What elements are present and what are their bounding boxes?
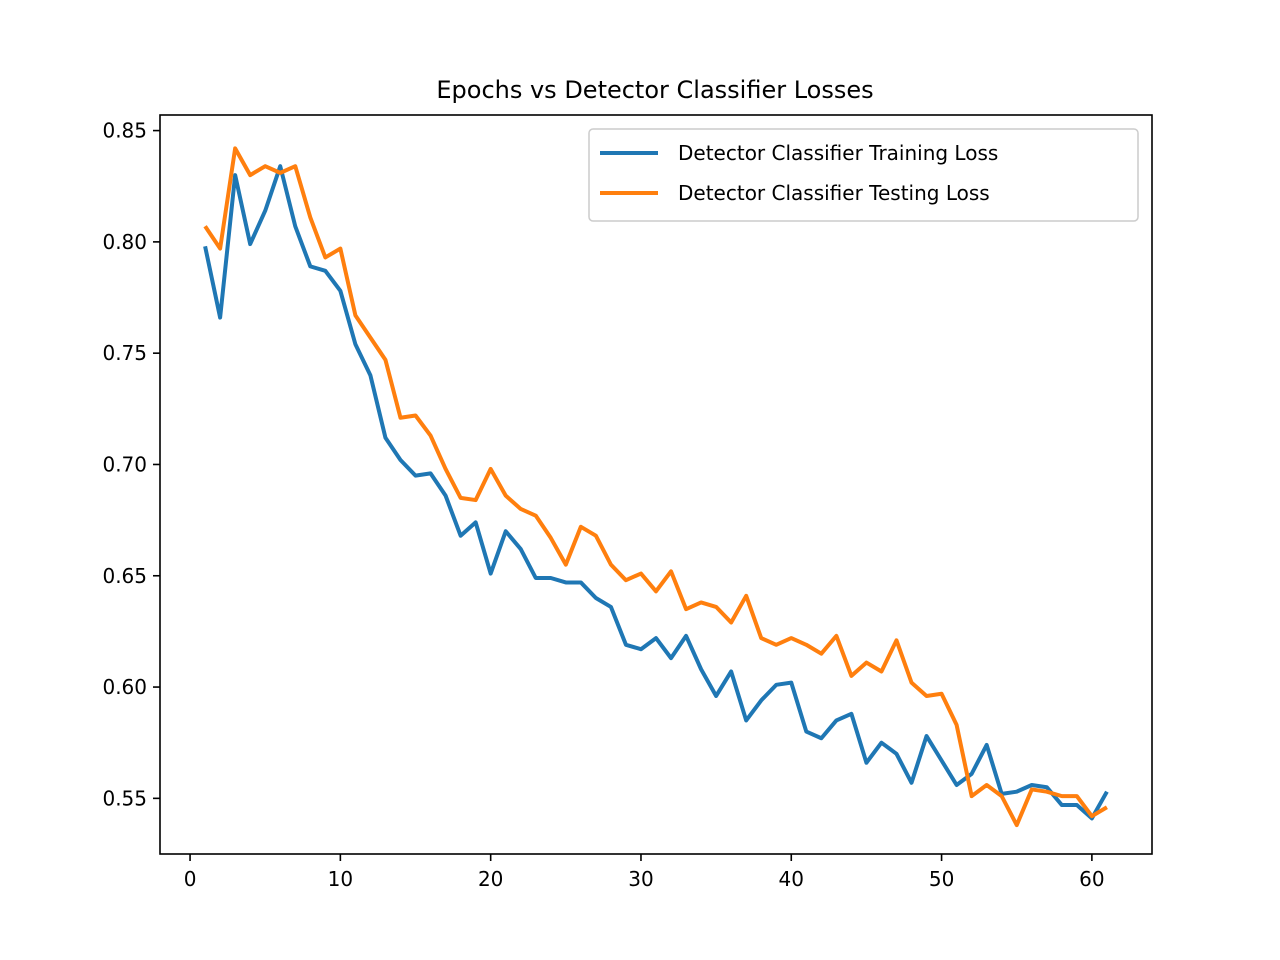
axes-frame bbox=[159, 114, 1153, 855]
y-tick-label: 0.65 bbox=[102, 564, 147, 588]
series-lines bbox=[203, 146, 1109, 828]
y-tick-label: 0.55 bbox=[102, 786, 147, 810]
legend-label: Detector Classifier Testing Loss bbox=[678, 181, 990, 205]
x-tick-label: 30 bbox=[628, 867, 653, 891]
x-tick-label: 40 bbox=[779, 867, 804, 891]
series-line-testing-loss bbox=[203, 146, 1108, 828]
legend-box bbox=[588, 128, 1139, 222]
x-tick-label: 10 bbox=[328, 867, 353, 891]
y-tick-label: 0.60 bbox=[102, 675, 147, 699]
y-tick-label: 0.80 bbox=[102, 230, 147, 254]
legend: Detector Classifier Training Loss Detecto… bbox=[588, 128, 1139, 222]
x-tick-label: 50 bbox=[929, 867, 954, 891]
y-tick-label: 0.70 bbox=[102, 452, 147, 476]
x-axis: 0 10 20 30 40 50 60 bbox=[184, 854, 1105, 891]
x-tick-label: 20 bbox=[478, 867, 503, 891]
y-tick-label: 0.85 bbox=[102, 119, 147, 143]
y-tick-label: 0.75 bbox=[102, 341, 147, 365]
y-axis: 0.55 0.60 0.65 0.70 0.75 0.80 0.85 bbox=[102, 119, 160, 810]
series-line-training-loss bbox=[203, 164, 1109, 821]
x-tick-label: 60 bbox=[1079, 867, 1104, 891]
x-tick-label: 0 bbox=[184, 867, 197, 891]
chart-title: Epochs vs Detector Classifier Losses bbox=[436, 76, 873, 104]
legend-label: Detector Classifier Training Loss bbox=[678, 141, 998, 165]
